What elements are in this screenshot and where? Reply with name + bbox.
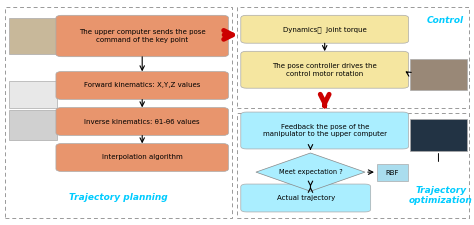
FancyBboxPatch shape [56, 72, 228, 99]
Text: Inverse kinematics: θ1-θ6 values: Inverse kinematics: θ1-θ6 values [84, 119, 200, 124]
Polygon shape [256, 153, 365, 191]
FancyBboxPatch shape [410, 119, 467, 151]
Text: Dynamics：  Joint torque: Dynamics： Joint torque [283, 26, 366, 33]
FancyBboxPatch shape [377, 164, 408, 181]
Text: Feedback the pose of the
manipulator to the upper computer: Feedback the pose of the manipulator to … [263, 124, 387, 137]
Text: The upper computer sends the pose
command of the key point: The upper computer sends the pose comman… [79, 29, 206, 43]
FancyBboxPatch shape [9, 81, 57, 108]
Bar [237, 7, 469, 108]
Text: RBF: RBF [385, 170, 399, 176]
Bar [5, 7, 232, 218]
FancyBboxPatch shape [56, 15, 228, 57]
FancyBboxPatch shape [9, 18, 57, 54]
FancyBboxPatch shape [241, 15, 409, 43]
Text: Control: Control [427, 16, 464, 25]
Text: Trajectory planning: Trajectory planning [69, 194, 168, 202]
Bar [237, 112, 469, 218]
FancyBboxPatch shape [241, 184, 371, 212]
FancyBboxPatch shape [56, 144, 228, 171]
FancyBboxPatch shape [9, 110, 57, 140]
Text: Meet expectation ?: Meet expectation ? [279, 169, 342, 175]
FancyBboxPatch shape [241, 51, 409, 88]
FancyBboxPatch shape [410, 58, 467, 90]
Text: Actual trajectory: Actual trajectory [277, 195, 335, 201]
Text: Interpolation algorithm: Interpolation algorithm [102, 155, 182, 160]
Text: Trajectory
optimization: Trajectory optimization [409, 186, 473, 205]
FancyBboxPatch shape [241, 112, 409, 149]
Text: The pose controller drives the
control motor rotation: The pose controller drives the control m… [273, 63, 377, 76]
Text: Forward kinematics: X,Y,Z values: Forward kinematics: X,Y,Z values [84, 83, 201, 88]
FancyBboxPatch shape [56, 108, 228, 135]
